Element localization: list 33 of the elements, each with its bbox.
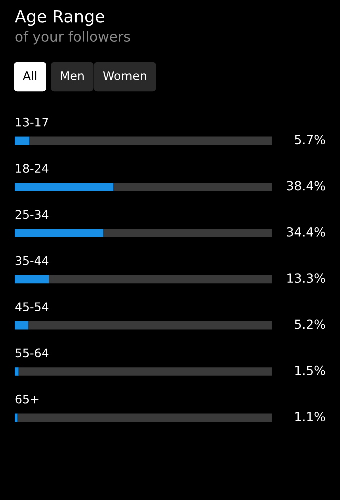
- bar: [15, 275, 50, 284]
- y-tick-label: 13-17: [16, 118, 48, 127]
- data-label: 38.4%: [287, 181, 326, 191]
- y-tick-label: 18-24: [16, 164, 49, 173]
- bar: [28, 321, 272, 330]
- y-tick-label: 45-54: [16, 302, 49, 312]
- data-label: 1.1%: [296, 412, 326, 422]
- y-tick-label: 25-34: [16, 210, 49, 220]
- bar: [114, 182, 272, 192]
- data-label: 5.7%: [295, 135, 326, 145]
- bar: [49, 275, 272, 284]
- y-tick-label: 35-44: [16, 256, 49, 266]
- bar: [18, 368, 272, 376]
- bar: [15, 182, 114, 192]
- chart-title: Age Range: [15, 10, 104, 26]
- data-label: 34.4%: [287, 227, 326, 237]
- data-label: 1.5%: [296, 366, 326, 376]
- y-tick-label: 65+: [16, 394, 39, 404]
- chart-subtitle: of your followers: [16, 31, 130, 45]
- data-label: 13.3%: [288, 274, 326, 284]
- bar: [15, 368, 19, 376]
- bar: [18, 414, 272, 422]
- y-tick-label: 55-64: [16, 348, 49, 358]
- bar: [15, 229, 104, 238]
- text: All: [23, 71, 37, 80]
- bar: [15, 321, 28, 330]
- bar: [103, 229, 272, 238]
- bar: [15, 136, 30, 146]
- data-label: 5.2%: [295, 320, 326, 330]
- bar: [30, 136, 272, 146]
- text: Women: [103, 72, 146, 80]
- bar: [15, 414, 18, 422]
- text: Men: [61, 72, 84, 80]
